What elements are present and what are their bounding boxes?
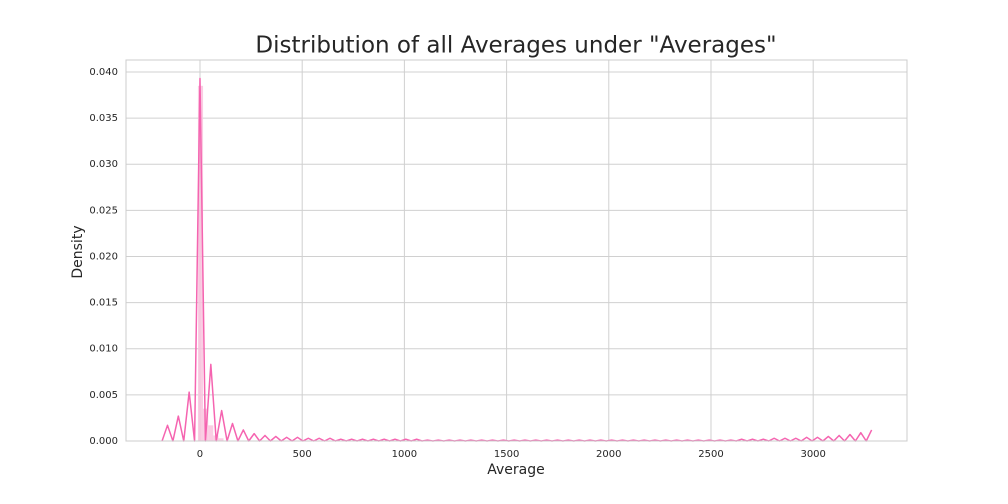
y-tick-label: 0.005 — [89, 390, 118, 401]
x-tick-label: 2500 — [698, 449, 723, 460]
chart-title: Distribution of all Averages under "Aver… — [255, 33, 776, 59]
histogram-bar — [208, 425, 214, 441]
y-tick-label: 0.035 — [89, 113, 118, 124]
y-axis-label: Density — [70, 225, 86, 278]
y-tick-label: 0.020 — [89, 251, 118, 262]
x-tick-label: 1500 — [494, 449, 519, 460]
y-tick-label: 0.025 — [89, 205, 118, 216]
y-tick-label: 0.030 — [89, 159, 118, 170]
x-axis-label: Average — [487, 462, 545, 478]
histogram-bar — [197, 85, 204, 441]
y-tick-label: 0.010 — [89, 344, 118, 355]
x-tick-label: 0 — [197, 449, 203, 460]
x-tick-label: 1000 — [392, 449, 417, 460]
y-tick-label: 0.015 — [89, 298, 118, 309]
x-tick-label: 3000 — [800, 449, 825, 460]
y-tick-label: 0.040 — [89, 67, 118, 78]
x-tick-label: 2000 — [596, 449, 621, 460]
y-tick-label: 0.000 — [89, 436, 118, 447]
histogram-bar — [218, 438, 224, 441]
plot-frame — [125, 59, 908, 442]
x-tick-label: 500 — [293, 449, 312, 460]
density-line — [161, 77, 873, 442]
